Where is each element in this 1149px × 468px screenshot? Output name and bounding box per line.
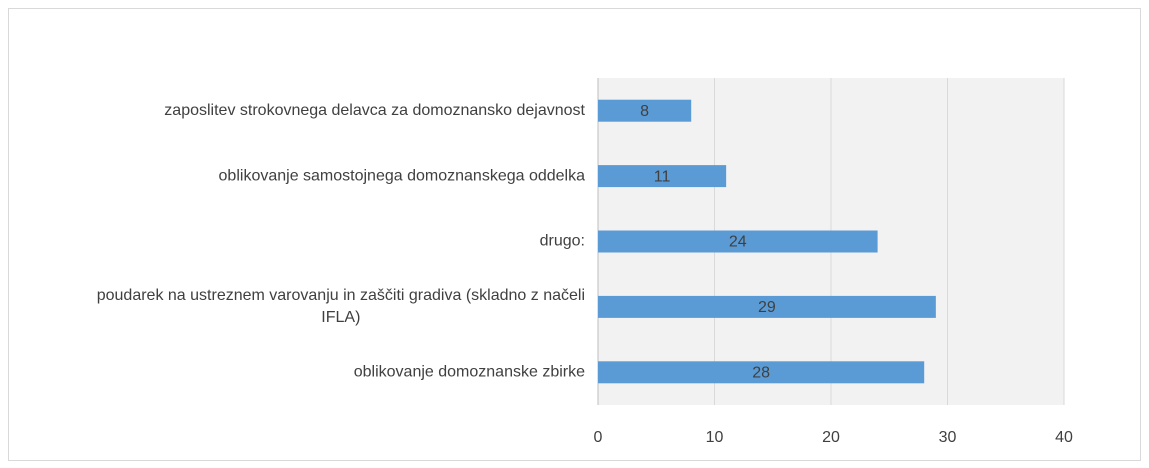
y-tick-label: zaposlitev strokovnega delavca za domozn… xyxy=(164,102,585,119)
bar xyxy=(598,230,878,253)
data-label: 8 xyxy=(640,103,649,120)
bar xyxy=(598,99,692,122)
x-tick-label: 30 xyxy=(939,429,957,446)
data-label: 24 xyxy=(729,234,747,251)
data-label: 28 xyxy=(752,365,770,382)
y-tick-label: drugo: xyxy=(540,233,585,250)
x-tick-label: 10 xyxy=(706,429,724,446)
x-tick-label: 0 xyxy=(594,429,603,446)
data-label: 29 xyxy=(758,299,776,316)
y-tick-label: poudarek na ustreznem varovanju in zašči… xyxy=(97,287,585,326)
y-tick-label: oblikovanje samostojnega domoznanskega o… xyxy=(219,167,586,184)
data-label: 11 xyxy=(654,168,671,185)
x-tick-label: 40 xyxy=(1055,429,1073,446)
y-tick-label: oblikovanje domoznanske zbirke xyxy=(354,364,585,381)
x-tick-label: 20 xyxy=(822,429,840,446)
bar xyxy=(598,165,727,188)
bar xyxy=(598,295,936,318)
bar xyxy=(598,361,925,384)
